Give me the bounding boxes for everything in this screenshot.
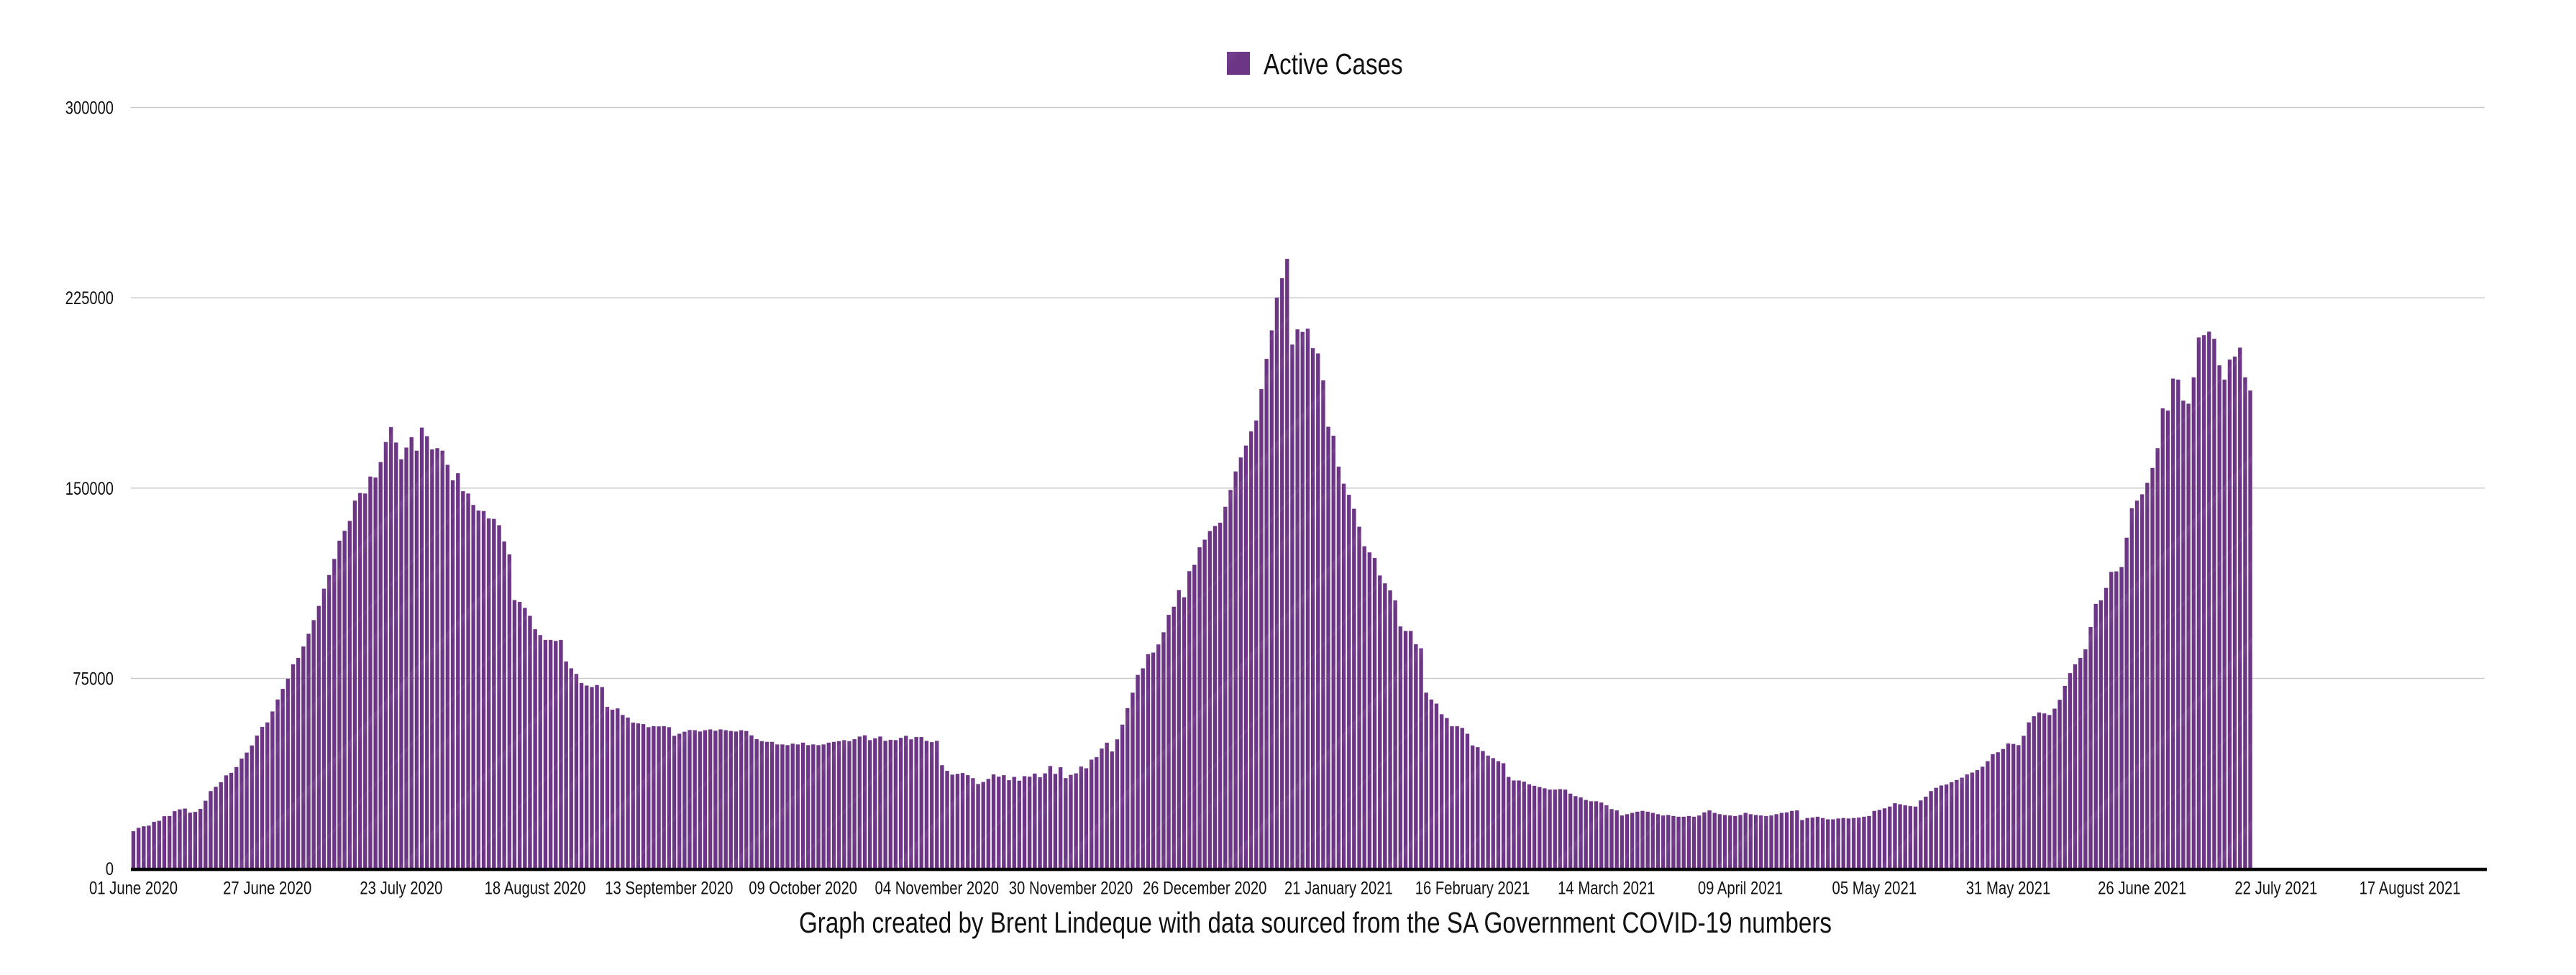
svg-text:22 July 2021: 22 July 2021 [2234, 879, 2317, 899]
svg-text:75000: 75000 [73, 669, 114, 689]
svg-text:09 April 2021: 09 April 2021 [1698, 879, 1783, 899]
svg-text:05 May 2021: 05 May 2021 [1832, 879, 1917, 899]
svg-text:26 June 2021: 26 June 2021 [2098, 879, 2186, 899]
svg-text:16 February 2021: 16 February 2021 [1415, 879, 1530, 899]
svg-text:Graph created by Brent Lindequ: Graph created by Brent Lindeque with dat… [799, 906, 1832, 939]
svg-text:27 June 2020: 27 June 2020 [223, 879, 311, 899]
svg-text:04 November 2020: 04 November 2020 [875, 879, 1000, 899]
svg-text:23 July 2020: 23 July 2020 [360, 879, 442, 899]
svg-text:225000: 225000 [65, 288, 114, 308]
svg-text:300000: 300000 [65, 99, 114, 119]
svg-text:18 August 2020: 18 August 2020 [485, 879, 586, 899]
svg-text:0: 0 [106, 859, 114, 879]
svg-text:13 September 2020: 13 September 2020 [605, 879, 733, 899]
svg-text:21 January 2021: 21 January 2021 [1284, 879, 1393, 899]
svg-text:01 June 2020: 01 June 2020 [89, 879, 178, 899]
svg-text:17 August 2021: 17 August 2021 [2360, 879, 2461, 899]
svg-text:150000: 150000 [65, 479, 114, 499]
svg-text:Active Cases: Active Cases [1264, 47, 1403, 81]
svg-text:30 November 2020: 30 November 2020 [1009, 879, 1133, 899]
svg-text:26 December 2020: 26 December 2020 [1143, 879, 1267, 899]
svg-text:14 March 2021: 14 March 2021 [1558, 879, 1655, 899]
svg-text:31 May 2021: 31 May 2021 [1966, 879, 2051, 899]
svg-text:09 October 2020: 09 October 2020 [749, 879, 857, 899]
